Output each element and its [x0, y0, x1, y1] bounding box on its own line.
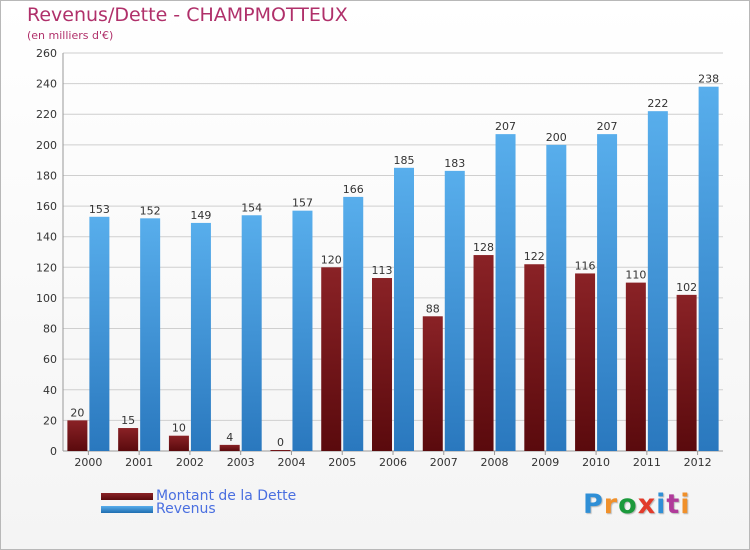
data-label-debt: 120	[321, 253, 342, 266]
bar-revenue	[140, 218, 161, 451]
legend-swatch-debt	[101, 493, 153, 500]
bar-debt	[524, 264, 545, 451]
y-tick-label: 120	[36, 261, 57, 274]
data-label-debt: 116	[575, 259, 596, 272]
y-tick-label: 160	[36, 200, 57, 213]
x-tick-label: 2002	[176, 456, 204, 469]
bar-debt	[118, 428, 139, 451]
data-label-revenue: 222	[647, 97, 668, 110]
bar-revenue	[597, 134, 618, 451]
x-tick-label: 2003	[227, 456, 255, 469]
y-tick-label: 240	[36, 78, 57, 91]
data-label-debt: 88	[426, 302, 440, 315]
y-tick-label: 100	[36, 292, 57, 305]
x-tick-label: 2005	[328, 456, 356, 469]
y-tick-label: 180	[36, 169, 57, 182]
data-label-revenue: 149	[190, 209, 211, 222]
data-label-debt: 110	[625, 269, 646, 282]
bar-revenue	[292, 210, 313, 451]
bars	[67, 86, 719, 452]
y-tick-label: 200	[36, 139, 57, 152]
bar-debt	[321, 267, 342, 451]
bar-revenue	[647, 111, 668, 452]
x-tick-label: 2011	[633, 456, 661, 469]
data-label-revenue: 157	[292, 197, 313, 210]
grid-lines	[62, 52, 723, 452]
bar-debt	[270, 450, 291, 451]
data-label-debt: 113	[372, 264, 393, 277]
bar-revenue	[394, 167, 414, 452]
data-label-debt: 15	[121, 414, 135, 427]
x-tick-label: 2001	[125, 456, 153, 469]
y-tick-label: 20	[43, 414, 57, 427]
proxiti-logo: Proxiti	[583, 489, 691, 520]
bar-revenue	[698, 86, 719, 451]
y-tick-label: 220	[36, 108, 57, 121]
data-label-debt: 0	[277, 436, 284, 449]
x-tick-label: 2000	[74, 456, 102, 469]
data-label-debt: 20	[70, 406, 84, 419]
chart-title: Revenus/Dette - CHAMPMOTTEUX	[27, 4, 348, 26]
data-label-revenue: 238	[698, 73, 719, 86]
x-tick-label: 2006	[379, 456, 407, 469]
data-label-debt: 102	[676, 281, 697, 294]
bar-debt	[422, 316, 443, 451]
x-tick-label: 2010	[582, 456, 610, 469]
bar-revenue	[546, 144, 567, 451]
data-label-debt: 122	[524, 250, 545, 263]
legend-label-debt: Montant de la Dette	[156, 488, 297, 504]
bar-revenue	[190, 222, 211, 451]
bar-debt	[168, 435, 189, 451]
y-tick-label: 40	[43, 384, 57, 397]
legend-swatch-revenue	[101, 506, 153, 513]
x-tick-label: 2009	[531, 456, 559, 469]
data-label-revenue: 207	[597, 120, 618, 133]
x-tick-label: 2004	[277, 456, 305, 469]
bar-revenue	[241, 215, 262, 451]
x-tick-label: 2007	[430, 456, 458, 469]
legend-label-revenue: Revenus	[156, 501, 216, 517]
data-label-revenue: 185	[394, 154, 415, 167]
data-label-revenue: 153	[89, 203, 110, 216]
y-axis-ticks: 0 20 40 60 80 100 120 140 160 180 200 220 240 260	[36, 47, 57, 458]
data-label-revenue: 152	[140, 204, 161, 217]
bar-debt	[473, 255, 494, 451]
bar-debt	[575, 273, 596, 451]
data-label-revenue: 154	[241, 201, 262, 214]
data-label-debt: 128	[473, 241, 494, 254]
data-label-revenue: 166	[343, 183, 364, 196]
x-tick-label: 2008	[481, 456, 509, 469]
bar-revenue	[444, 170, 465, 451]
bar-revenue	[89, 216, 110, 451]
chart-subtitle: (en milliers d'€)	[27, 29, 114, 42]
bar-debt	[219, 444, 240, 451]
y-tick-label: 260	[36, 47, 57, 60]
data-label-debt: 4	[226, 431, 233, 444]
y-tick-label: 60	[43, 353, 57, 366]
y-tick-label: 0	[50, 445, 57, 458]
data-label-revenue: 183	[444, 157, 465, 170]
data-label-revenue: 200	[546, 131, 567, 144]
bar-debt	[625, 282, 646, 451]
y-tick-label: 140	[36, 231, 57, 244]
bar-revenue	[495, 134, 516, 451]
data-labels: 20 153 15 152 10 149 4 154 0 157 120 166 113 185 88 183…	[70, 73, 719, 449]
bar-revenue	[343, 196, 364, 451]
y-tick-label: 80	[43, 323, 57, 336]
x-axis-ticks: 2000 2001 2002 2003 2004 2005 2006 2007 2008 2009…	[74, 451, 712, 469]
bar-debt	[372, 278, 392, 451]
bar-debt	[676, 294, 697, 451]
data-label-revenue: 207	[495, 120, 516, 133]
data-label-debt: 10	[172, 422, 186, 435]
x-tick-label: 2012	[684, 456, 712, 469]
bar-debt	[67, 420, 88, 451]
